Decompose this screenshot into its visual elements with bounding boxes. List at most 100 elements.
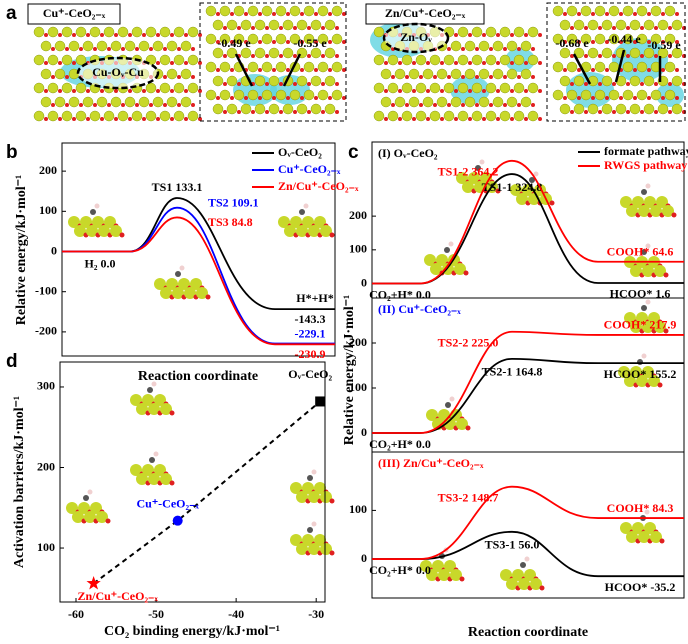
plot-frame [371,141,685,599]
atom [159,26,171,38]
atom [587,19,599,31]
atom [72,511,84,523]
atom [647,96,651,100]
atom [520,40,532,52]
atom [317,33,329,45]
atom [226,75,238,87]
atom [247,33,259,45]
value-label: TS2 109.1 [208,195,259,209]
atom [75,26,87,38]
atom [530,578,542,590]
atom [615,19,627,31]
atom [624,375,636,387]
atom [661,96,665,100]
atom [54,40,66,52]
atom [506,40,518,52]
y-tick-label: 100 [39,203,57,217]
atom [591,12,595,16]
atom [638,531,650,543]
atom [629,75,641,87]
atom [142,464,154,476]
atom [282,19,294,31]
atom [475,47,479,51]
atom [247,89,259,101]
atom [584,110,588,114]
atom [258,68,262,72]
atom [320,225,332,237]
atom [191,103,195,107]
atom [492,68,504,80]
value-label: TS1-1 324.8 [482,180,543,194]
atom [261,5,273,17]
atom [454,33,458,37]
atom [163,103,167,107]
atom [552,61,564,73]
atom [468,61,472,65]
atom [86,89,90,93]
atom [47,82,59,94]
panel-label: a [6,3,17,24]
atom [258,40,262,44]
atom [153,451,159,457]
x-tick-label: -60 [68,607,84,621]
atom [663,272,669,278]
atom [503,47,507,51]
atom [40,96,52,108]
atom [219,61,231,73]
atom [622,89,634,101]
atom [598,26,602,30]
atom [170,33,174,37]
atom [328,96,332,100]
structure-image [620,183,677,218]
atom [513,54,525,66]
atom [552,33,564,45]
atom [302,216,314,228]
atom [412,117,416,121]
atom [642,366,654,378]
atom [293,54,297,58]
atom [482,89,486,93]
point [86,575,101,590]
atom [573,103,585,115]
atom [584,82,588,86]
y-tick-label: -200 [35,324,57,338]
atom [324,103,336,115]
point-label: Cu⁺-CeO₂₋ₓ [137,496,200,510]
atom [531,47,535,51]
atom [107,103,111,107]
atom [643,75,655,87]
atom [612,82,616,86]
atom [300,96,304,100]
x-tick-label: -30 [308,607,324,621]
atom [664,33,676,45]
atom [268,19,280,31]
atom [636,312,648,324]
atom [342,68,346,72]
atom [496,61,500,65]
value-label: TS3 84.8 [208,215,253,229]
value-label: TS3-2 148.7 [438,490,499,504]
atom [468,89,472,93]
atom [605,40,609,44]
atom [657,103,669,115]
y-axis-label: Relative energy/kJ·mol⁻¹ [14,175,29,325]
atom [54,68,66,80]
atom [131,26,143,38]
atom [482,117,486,121]
atom [527,110,539,122]
atom [223,54,227,58]
atom [405,75,409,79]
structure-image [426,396,471,431]
atom [299,209,305,215]
atom [622,61,634,73]
atom [258,12,262,16]
value-label: COOH* 64.6 [607,245,674,259]
atom [387,110,399,122]
atom [485,110,497,122]
atom [303,33,315,45]
atom [622,33,634,45]
atom [89,26,101,38]
y-axis-label: Relative energy/kJ·mol⁻¹ [342,295,357,445]
atom [630,366,642,378]
atom [131,110,143,122]
